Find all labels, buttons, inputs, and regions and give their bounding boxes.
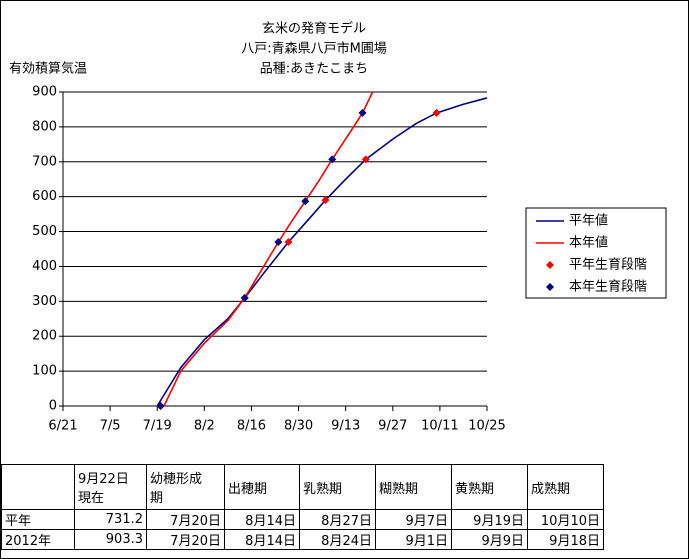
table-cell: 9月7日 [375,509,452,530]
stage-marker [358,108,367,117]
x-tick-label: 9/27 [378,419,407,434]
stage-marker [284,238,293,247]
x-tick-label: 6/21 [48,419,77,434]
table-cell: 731.2 [74,509,147,530]
stage-marker [301,197,310,206]
header-cell [1,464,75,510]
header-cell: 黄熟期 [451,464,528,510]
x-tick-label: 10/11 [421,419,458,434]
stage-marker [321,196,330,205]
y-tick-label: 100 [32,364,57,379]
table-row: 平年 731.2 7月20日 8月14日 8月27日 9月7日 9月19日 10月10日 [1,509,604,530]
legend-box [525,207,667,299]
y-tick-label: 0 [49,399,57,414]
y-tick-label: 700 [32,154,57,169]
legend-swatch [546,283,554,291]
stage-marker [361,155,370,164]
x-tick-label: 10/25 [468,419,505,434]
data-table: 9月22日 現在 幼穂形成 期出穂期 乳熟期 糊熟期 黄熟期 成熟期 平年 731.2 7月20… [1,464,604,550]
y-tick-label: 500 [32,224,57,239]
x-tick-label: 8/16 [237,419,266,434]
y-tick-label: 400 [32,259,57,274]
chart-title: 玄米の発育モデル [262,21,366,37]
table-row: 9月22日 現在 幼穂形成 期出穂期 乳熟期 糊熟期 黄熟期 成熟期 [1,464,604,510]
table-cell: 8月24日 [299,529,376,550]
x-tick-label: 8/2 [194,419,215,434]
legend-label: 本年値 [569,235,608,251]
table-cell: 9月9日 [451,529,528,550]
table-cell: 9月19日 [451,509,528,530]
x-tick-label: 8/30 [284,419,313,434]
series-line [156,97,488,407]
y-tick-label: 300 [32,294,57,309]
table-cell: 9月18日 [527,529,604,550]
header-cell: 9月22日 現在 [74,464,147,510]
table-cell: 8月14日 [224,529,300,550]
table-cell: 10月10日 [527,509,604,530]
header-cell: 成熟期 [527,464,604,510]
table-cell: 7月20日 [146,509,225,530]
table-cell: 9月1日 [375,529,452,550]
table-cell: 8月14日 [224,509,300,530]
y-tick-label: 800 [32,119,57,134]
stage-marker [432,108,441,117]
y-tick-label: 600 [32,189,57,204]
stage-marker [156,402,165,410]
table-cell: 7月20日 [146,529,225,550]
y-tick-label: 200 [32,329,57,344]
y-tick-label: 900 [32,85,57,100]
table-cell: 8月27日 [299,509,376,530]
table-cell: 903.3 [74,529,147,550]
x-tick-label: 7/19 [143,419,172,434]
x-tick-label: 9/13 [331,419,360,434]
x-tick-label: 7/5 [100,419,121,434]
chart-title: 八戸:青森県八戸市M圃場 [241,41,387,57]
stage-marker [328,155,337,164]
header-cell: 糊熟期 [375,464,452,510]
table-row: 2012年 903.3 7月20日 8月14日 8月24日 9月1日 9月9日 9月18日 [1,529,604,550]
stage-marker [240,293,249,302]
chart-title: 品種:あきたこまち [260,61,368,77]
y-axis-label: 有効積算気温 [9,61,87,77]
header-cell: 出穂期 [224,464,300,510]
legend-label: 本年生育段階 [569,279,647,295]
stage-marker [274,238,283,247]
table-cell: 平年 [1,509,75,530]
legend-label: 平年生育段階 [569,257,647,273]
legend-label: 平年値 [569,213,608,229]
header-cell: 幼穂形成 期 [146,464,225,510]
header-cell: 乳熟期 [299,464,376,510]
series-line [163,91,374,407]
table-cell: 2012年 [1,529,75,550]
legend-swatch [546,261,554,269]
